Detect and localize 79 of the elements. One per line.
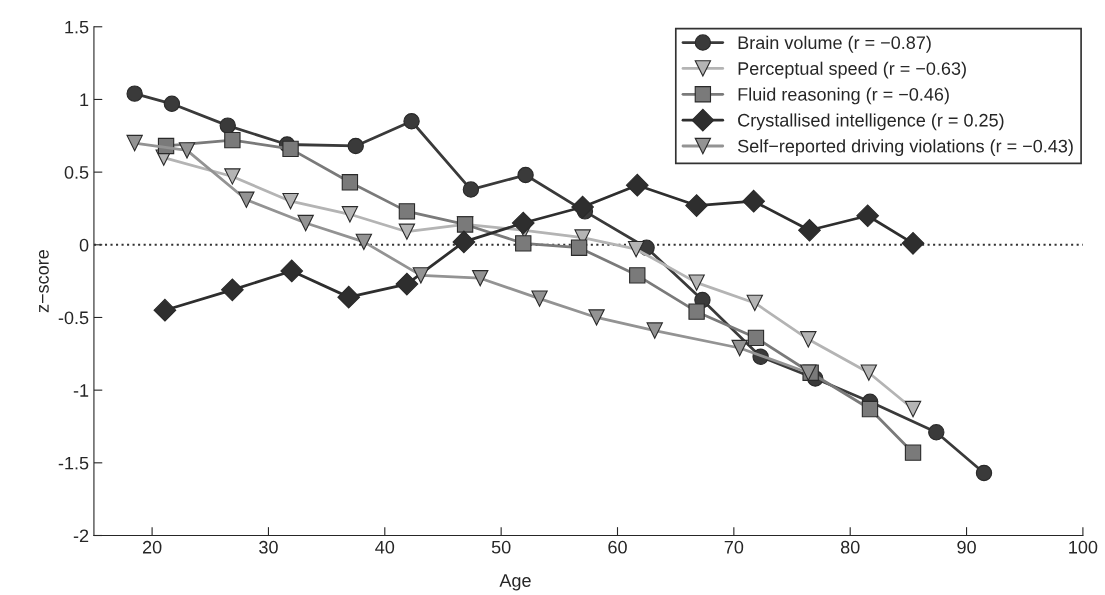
point [412, 267, 430, 284]
point [341, 206, 359, 223]
point [341, 174, 359, 191]
point [901, 231, 925, 255]
point [224, 131, 241, 149]
point [355, 233, 373, 251]
point [238, 191, 255, 208]
point [462, 181, 480, 198]
y-tick-label: -2 [73, 529, 89, 543]
point [126, 134, 143, 152]
point [798, 218, 821, 242]
point [747, 329, 765, 347]
point [347, 137, 364, 155]
point [685, 194, 708, 217]
point [126, 85, 143, 102]
point [975, 464, 993, 482]
y-tick-label: -0.5 [58, 311, 89, 325]
y-tick-label: 0.5 [64, 166, 89, 179]
point [398, 223, 416, 240]
point [571, 195, 594, 219]
point [163, 95, 181, 113]
point [629, 267, 646, 284]
x-tick-label: 80 [840, 540, 860, 554]
point [153, 298, 177, 322]
point [625, 173, 649, 197]
point [746, 294, 763, 312]
point [856, 204, 880, 228]
point [395, 272, 419, 296]
y-axis-title: z−score [38, 250, 49, 313]
point [515, 235, 532, 252]
x-tick-label: 40 [375, 540, 395, 554]
x-tick-label: 100 [1069, 540, 1098, 554]
point [861, 400, 879, 418]
point [517, 166, 534, 184]
x-tick-label: 20 [142, 540, 162, 554]
x-tick-label: 70 [724, 540, 744, 554]
point [337, 285, 361, 309]
legend-label: Fluid reasoning (r = −0.46) [738, 87, 949, 105]
point [280, 259, 304, 283]
legend-label: Crystallised intelligence (r = 0.25) [738, 113, 1004, 131]
point [904, 400, 922, 418]
point [219, 117, 236, 134]
point [221, 278, 244, 302]
point [531, 290, 548, 307]
point [588, 309, 605, 326]
point [800, 331, 817, 348]
point [688, 303, 705, 320]
point [688, 274, 705, 291]
point [472, 270, 489, 287]
point [627, 240, 645, 258]
y-tick-label: 0 [79, 238, 89, 252]
point [452, 230, 476, 254]
legend-label: Self−reported driving violations (r = −0.43) [737, 139, 1073, 157]
point [860, 364, 878, 381]
point [224, 168, 241, 185]
x-tick-label: 90 [957, 540, 976, 554]
legend-label: Perceptual speed (r = −0.63) [738, 61, 966, 79]
point [282, 193, 299, 210]
x-tick-label: 60 [608, 540, 627, 554]
y-tick-label: -1 [73, 384, 89, 397]
x-axis-title: Age [499, 574, 531, 591]
point [904, 444, 922, 461]
point [731, 339, 748, 357]
point [570, 239, 588, 256]
point [178, 142, 196, 159]
point [742, 189, 765, 213]
point [297, 214, 314, 232]
y-tick-label: 1 [80, 93, 89, 106]
y-tick-label: 1.5 [65, 20, 89, 34]
legend-label: Brain volume (r = −0.87) [738, 35, 931, 53]
point [403, 113, 420, 130]
point [928, 424, 945, 441]
point [646, 322, 663, 339]
point [511, 211, 535, 235]
point [282, 140, 299, 158]
point [398, 203, 416, 220]
x-tick-label: 30 [259, 540, 278, 554]
x-tick-label: 50 [491, 540, 511, 554]
y-tick-label: -1.5 [58, 456, 89, 470]
